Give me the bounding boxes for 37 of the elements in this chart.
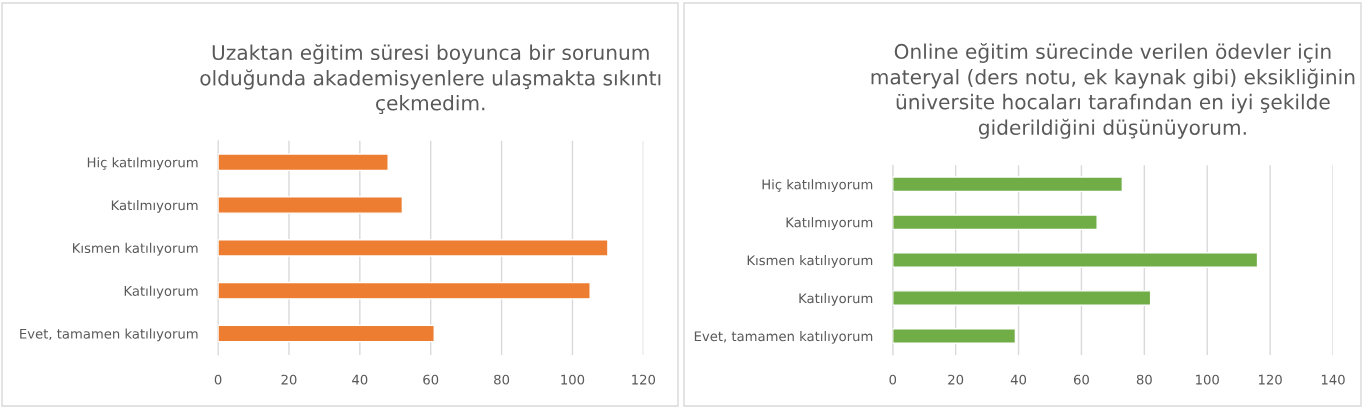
y-tick-label: Katılmıyorum bbox=[786, 217, 873, 230]
bar bbox=[892, 176, 1124, 193]
bar bbox=[218, 281, 591, 300]
chart-title: Uzaktan eğitim süresi boyunca bir sorunum olduğunda akademisyenlere ulaşmakta sıkıntı çekmedim. bbox=[200, 44, 661, 115]
x-tick-label: 20 bbox=[948, 374, 964, 385]
x-tick-label: 100 bbox=[1196, 374, 1219, 385]
x-tick-label: 20 bbox=[281, 374, 297, 385]
x-tick-label: 80 bbox=[494, 374, 510, 385]
x-tick-label: 40 bbox=[1010, 374, 1027, 385]
x-tick-label: 120 bbox=[632, 374, 656, 385]
y-tick-label: Katılmıyorum bbox=[111, 200, 198, 213]
x-tick-label: 120 bbox=[1258, 374, 1282, 385]
bar bbox=[892, 290, 1152, 306]
y-tick-label: Katılıyorum bbox=[799, 293, 873, 306]
x-tick-label: 0 bbox=[214, 374, 222, 385]
bar bbox=[892, 214, 1098, 231]
y-tick-label: Evet, tamamen katılıyorum bbox=[20, 328, 198, 342]
x-tick-label: 80 bbox=[1136, 374, 1152, 385]
x-tick-label: 140 bbox=[1321, 374, 1345, 385]
bar bbox=[218, 196, 404, 214]
y-tick-label: Hiç katılmıyorum bbox=[762, 179, 873, 192]
y-tick-label: Kısmen katılıyorum bbox=[747, 255, 873, 268]
x-tick-label: 60 bbox=[423, 374, 439, 385]
bar bbox=[892, 252, 1259, 269]
x-tick-label: 100 bbox=[561, 374, 585, 385]
y-tick-label: Evet, tamamen katılıyorum bbox=[694, 330, 873, 344]
bar bbox=[218, 324, 435, 343]
x-tick-label: 0 bbox=[889, 374, 897, 385]
x-tick-label: 40 bbox=[352, 374, 368, 385]
y-tick-label: Katılıyorum bbox=[124, 285, 198, 299]
x-tick-label: 60 bbox=[1073, 374, 1089, 385]
bar bbox=[218, 239, 609, 257]
bar bbox=[892, 328, 1017, 344]
bar bbox=[218, 153, 389, 172]
y-tick-label: Kısmen katılıyorum bbox=[73, 242, 198, 256]
chart-title: Online eğitim sürecinde verilen ödevler için materyal (ders notu, ek kaynak gibi) eksikliğinin üniversite hocaları tarafından en iyi şekilde giderildiğini düşünüyorum. bbox=[871, 42, 1355, 139]
y-tick-label: Hiç katılmıyorum bbox=[87, 157, 198, 170]
